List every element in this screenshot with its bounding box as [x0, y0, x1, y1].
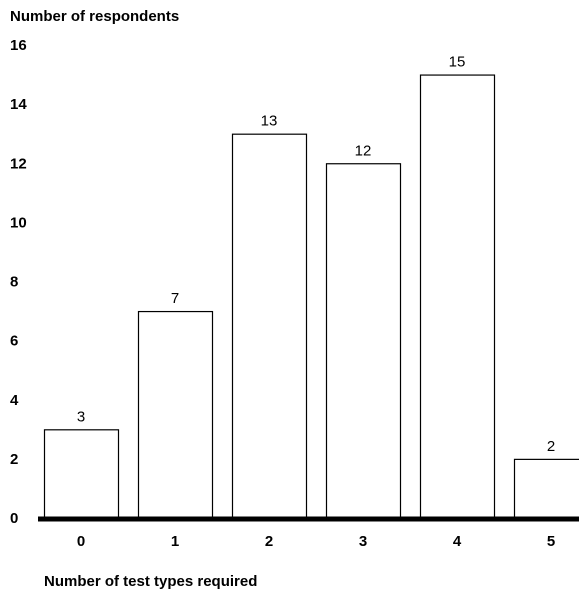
- y-axis-ticks: 0 2 4 6 8 10 12 14 16: [10, 37, 27, 527]
- data-label-0: 3: [77, 408, 85, 425]
- x-tick-label-2: 2: [265, 533, 273, 550]
- y-tick-label: 12: [10, 155, 27, 172]
- y-tick-label: 2: [10, 451, 18, 468]
- x-axis-ticks: 0 1 2 3 4 5: [77, 533, 555, 550]
- data-label-2: 13: [261, 113, 278, 130]
- bar-2: [231, 133, 308, 520]
- y-tick-label: 8: [10, 274, 18, 291]
- bars: [43, 74, 579, 520]
- y-tick-label: 0: [10, 510, 18, 527]
- x-tick-label-3: 3: [359, 533, 367, 550]
- x-tick-label-1: 1: [171, 533, 179, 550]
- data-label-3: 12: [355, 142, 372, 159]
- bar-3: [325, 163, 402, 520]
- y-tick-label: 16: [10, 37, 27, 54]
- bar-5: [513, 458, 579, 520]
- x-tick-label-5: 5: [547, 533, 555, 550]
- x-tick-label-0: 0: [77, 533, 85, 550]
- data-label-5: 2: [547, 438, 555, 455]
- y-axis-title: Number of respondents: [10, 8, 180, 25]
- x-tick-label-4: 4: [453, 533, 462, 550]
- bar-0: [43, 429, 120, 520]
- y-tick-label: 10: [10, 214, 27, 231]
- data-labels: 3 7 13 12 15 2: [77, 54, 555, 455]
- x-axis-title: Number of test types required: [44, 573, 258, 590]
- bar-1: [137, 310, 214, 520]
- y-tick-label: 4: [10, 392, 19, 409]
- bar-4: [419, 74, 496, 520]
- y-tick-label: 6: [10, 333, 18, 350]
- y-tick-label: 14: [10, 96, 27, 113]
- data-label-1: 7: [171, 290, 179, 307]
- data-label-4: 15: [449, 54, 466, 71]
